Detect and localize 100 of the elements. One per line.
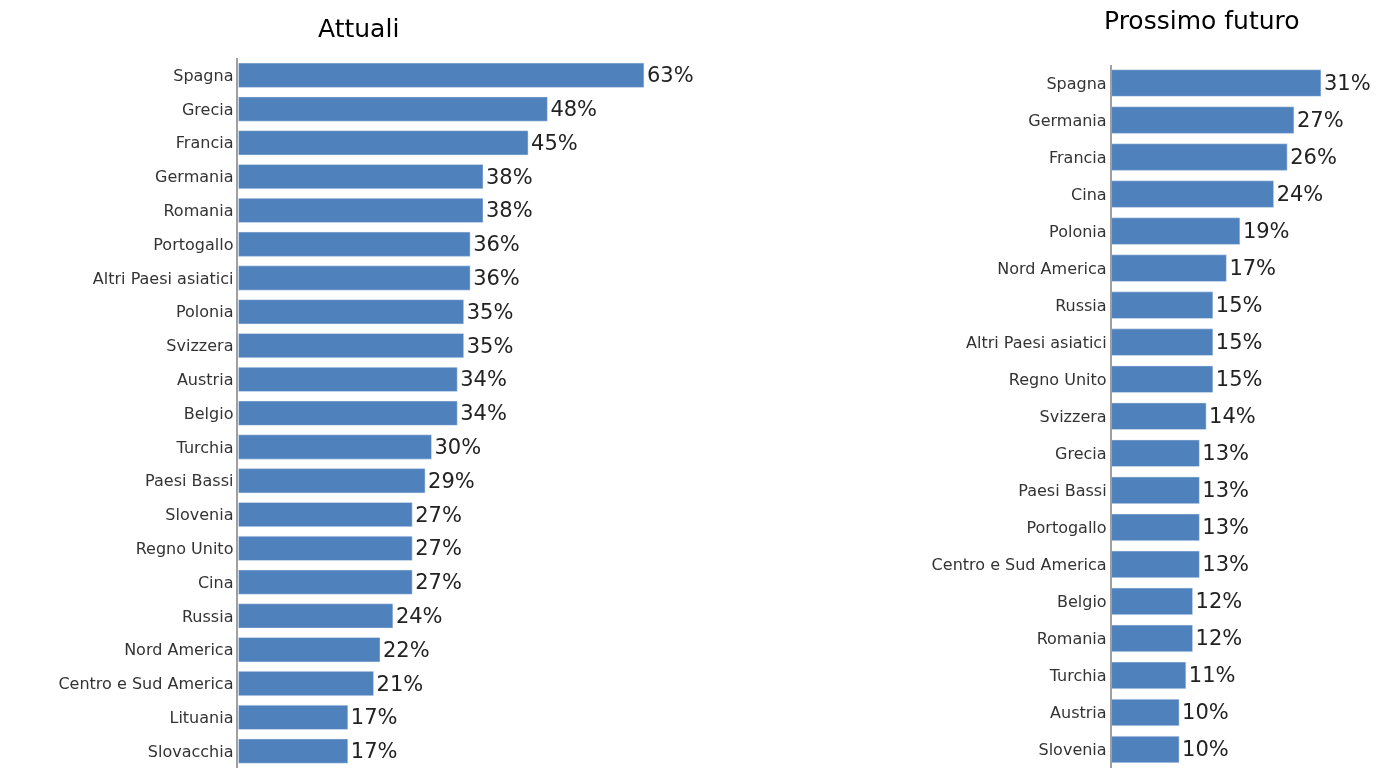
chart-title: Attuali (318, 14, 400, 43)
y-tick-label: Francia (1049, 147, 1107, 167)
data-label: 48% (550, 97, 598, 122)
bar (1111, 143, 1288, 171)
bar (1111, 69, 1322, 97)
bar (1111, 106, 1295, 134)
bar (238, 231, 471, 257)
y-tick-label: Grecia (1055, 443, 1107, 463)
data-label: 15% (1215, 367, 1263, 392)
bar (238, 569, 413, 595)
y-tick-label: Francia (175, 133, 234, 153)
data-label: 12% (1195, 626, 1243, 651)
bar (1111, 513, 1200, 541)
y-tick-label: Regno Unito (135, 538, 234, 558)
y-tick-label: Turchia (1048, 666, 1107, 686)
data-label: 36% (473, 232, 520, 257)
y-tick-label: Romania (163, 201, 234, 221)
data-label: 10% (1182, 737, 1229, 762)
bar (238, 738, 349, 764)
bar (238, 164, 484, 190)
y-tick-label: Regno Unito (1008, 369, 1107, 389)
y-tick-label: Svizzera (1039, 406, 1107, 426)
data-label: 27% (415, 502, 462, 527)
bar (238, 637, 381, 663)
y-tick-label: Austria (176, 369, 234, 389)
bar (238, 62, 645, 88)
bar (238, 130, 529, 156)
bar (238, 333, 464, 359)
bar (238, 299, 464, 325)
data-label: 22% (383, 637, 430, 662)
bar (1111, 624, 1193, 652)
data-label: 17% (350, 739, 398, 764)
y-tick-label: Altri Paesi asiatici (966, 332, 1107, 352)
bar (1111, 254, 1227, 282)
bar (1111, 661, 1187, 690)
data-label: 21% (376, 671, 424, 696)
y-tick-label: Paesi Bassi (1018, 480, 1107, 500)
y-tick-label: Cina (1071, 184, 1107, 204)
y-tick-label: Slovenia (1038, 740, 1107, 760)
y-tick-label: Slovacchia (147, 741, 234, 761)
y-tick-label: Germania (1028, 110, 1107, 130)
data-label: 24% (1276, 182, 1324, 207)
bar (1111, 476, 1200, 504)
data-label: 17% (1229, 256, 1277, 281)
data-label: 15% (1215, 330, 1263, 355)
data-label: 35% (466, 333, 514, 358)
data-label: 27% (415, 570, 462, 595)
data-label: 30% (434, 434, 482, 459)
data-label: 11% (1188, 663, 1236, 688)
y-tick-label: Centro e Sud America (58, 674, 234, 694)
bar (1111, 365, 1214, 393)
y-tick-label: Nord America (997, 258, 1107, 278)
data-label: 17% (350, 705, 398, 730)
y-tick-label: Paesi Bassi (145, 471, 234, 491)
bar (1111, 439, 1200, 467)
y-tick-label: Centro e Sud America (931, 554, 1107, 574)
data-label: 13% (1202, 515, 1250, 540)
data-label: 27% (1296, 108, 1344, 133)
y-tick-label: Nord America (124, 640, 234, 660)
bar (238, 502, 413, 527)
bar (238, 265, 471, 291)
y-tick-label: Turchia (175, 437, 234, 457)
bar (1111, 698, 1180, 727)
bar (238, 704, 349, 730)
bar (238, 671, 374, 696)
y-tick-label: Slovenia (165, 505, 234, 525)
bar (1111, 735, 1180, 764)
data-label: 34% (460, 367, 507, 392)
data-label: 45% (531, 130, 578, 155)
bar (238, 96, 548, 122)
y-tick-label: Spagna (1046, 73, 1107, 93)
bar (1111, 328, 1214, 356)
data-label: 31% (1323, 71, 1371, 96)
data-label: 35% (466, 299, 514, 324)
data-label: 13% (1202, 478, 1250, 503)
y-tick-label: Russia (1055, 295, 1107, 315)
data-label: 34% (460, 401, 507, 426)
bar (238, 400, 458, 426)
chart-title: Prossimo futuro (1104, 6, 1300, 35)
data-label: 13% (1202, 441, 1250, 466)
bar (1111, 180, 1274, 208)
y-tick-label: Portogallo (1026, 517, 1107, 537)
bar (238, 535, 413, 561)
y-tick-label: Polonia (175, 302, 234, 322)
bar (238, 198, 484, 223)
data-label: 38% (486, 198, 533, 223)
data-label: 29% (428, 468, 475, 493)
data-label: 24% (395, 603, 443, 628)
data-label: 26% (1290, 145, 1337, 170)
y-tick-label: Austria (1050, 703, 1107, 723)
y-tick-label: Grecia (181, 99, 234, 119)
y-tick-label: Germania (155, 167, 234, 187)
y-tick-label: Lituania (169, 707, 234, 727)
data-label: 12% (1195, 589, 1243, 614)
bar (1111, 550, 1200, 578)
bar (238, 603, 394, 629)
data-label: 13% (1202, 552, 1250, 577)
bar (1111, 402, 1207, 430)
y-tick-label: Cina (197, 572, 234, 592)
data-label: 36% (473, 266, 520, 291)
